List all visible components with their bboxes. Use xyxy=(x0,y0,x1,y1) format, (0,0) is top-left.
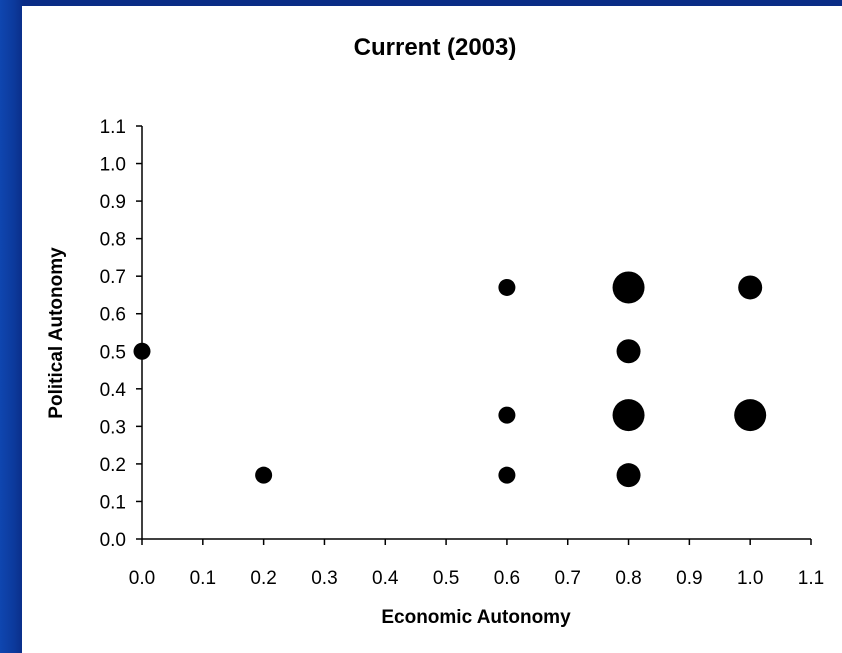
y-tick-label: 0.5 xyxy=(100,342,126,363)
y-tick-label: 0.1 xyxy=(100,492,126,513)
x-tick-label: 0.4 xyxy=(372,568,399,589)
data-point xyxy=(612,399,645,432)
y-tick-label: 0.9 xyxy=(100,192,126,213)
data-point xyxy=(616,339,641,364)
data-point xyxy=(133,342,151,360)
x-tick-label: 0.6 xyxy=(494,568,520,589)
y-tick-label: 0.4 xyxy=(100,380,127,401)
x-tick-label: 0.7 xyxy=(555,568,581,589)
x-tick-label: 0.0 xyxy=(129,568,155,589)
data-point xyxy=(616,463,641,488)
x-tick-label: 0.1 xyxy=(190,568,216,589)
y-tick-label: 0.0 xyxy=(100,530,126,551)
y-tick-label: 0.2 xyxy=(100,455,126,476)
chart-panel xyxy=(22,6,842,653)
data-point xyxy=(255,466,273,484)
axes: 0.0 0.1 0.2 0.3 0.4 0.5 0.6 0.7 0.8 0.9 1.0 1.1 0.0 0… xyxy=(100,117,825,589)
y-tick-label: 0.3 xyxy=(100,417,126,438)
data-point xyxy=(612,271,645,304)
data-points xyxy=(133,271,767,488)
x-axis-title: Economic Autonomy xyxy=(381,607,571,628)
data-point xyxy=(734,399,767,432)
data-point xyxy=(498,466,516,484)
y-tick-label: 0.8 xyxy=(100,230,126,251)
x-tick-label: 1.0 xyxy=(737,568,763,589)
y-axis-title: Political Autonomy xyxy=(46,247,67,419)
x-tick-label: 0.2 xyxy=(250,568,276,589)
x-tick-label: 1.1 xyxy=(798,568,824,589)
y-tick-label: 1.0 xyxy=(100,155,126,176)
y-tick-label: 0.7 xyxy=(100,267,126,288)
chart-title: Current (2003) xyxy=(354,34,517,61)
data-point xyxy=(738,275,763,300)
x-tick-label: 0.5 xyxy=(433,568,459,589)
x-tick-label: 0.8 xyxy=(615,568,641,589)
data-point xyxy=(498,278,516,296)
data-point xyxy=(498,406,516,424)
y-tick-label: 0.6 xyxy=(100,305,126,326)
x-tick-label: 0.9 xyxy=(676,568,702,589)
x-tick-label: 0.3 xyxy=(311,568,337,589)
y-tick-label: 1.1 xyxy=(100,117,126,138)
